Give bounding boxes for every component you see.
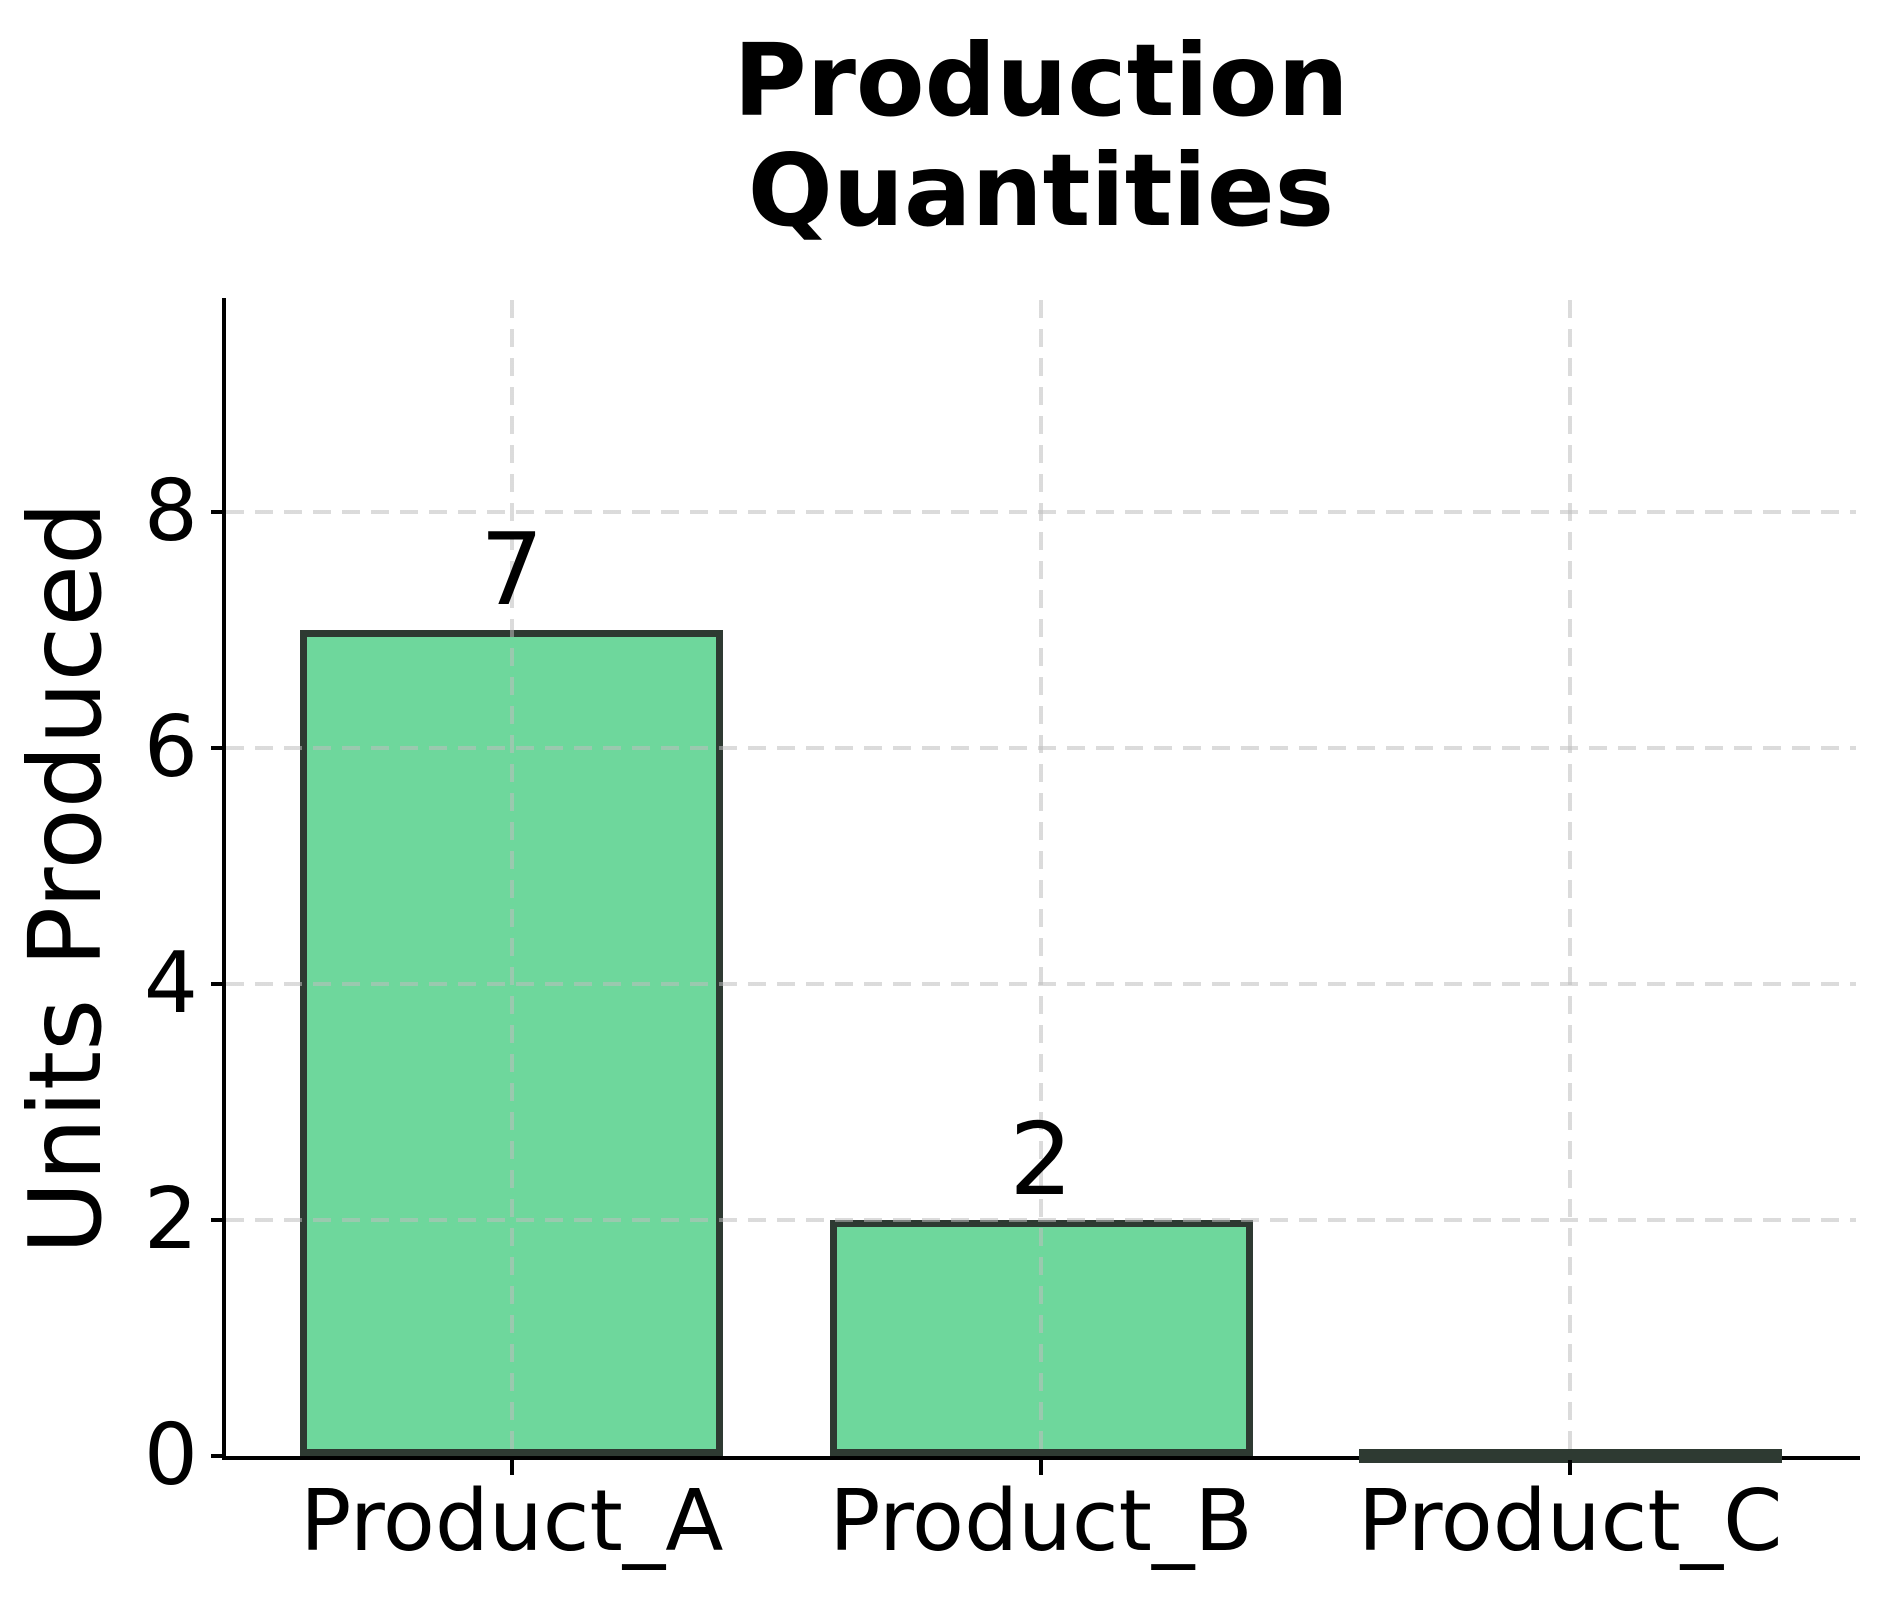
y-tick-label-4: 4 [143,934,198,1034]
y-tick-label-2: 2 [143,1170,198,1270]
x-tick-label-product_b: Product_B [829,1472,1253,1571]
bar-value-label-product_a: 7 [479,511,544,628]
bar-value-label-product_b: 2 [1009,1101,1073,1218]
v-gridline-product_a [509,300,514,1456]
v-gridline-product_c [1568,300,1573,1456]
x-tick-product_a [509,1460,514,1475]
x-axis-spine [222,1456,1860,1460]
y-tick-6 [211,746,226,751]
chart-title: Production Quantities [733,22,1349,249]
x-tick-label-product_c: Product_C [1357,1472,1783,1571]
y-tick-2 [211,1218,226,1223]
y-axis-spine [222,298,226,1460]
y-tick-label-6: 6 [143,698,198,798]
x-tick-label-product_a: Product_A [300,1472,724,1571]
x-tick-product_c [1568,1460,1573,1475]
y-tick-4 [211,982,226,987]
v-gridline-product_b [1039,300,1043,1456]
y-tick-label-8: 8 [143,462,198,562]
y-tick-8 [211,510,226,515]
y-tick-0 [211,1454,226,1458]
x-tick-product_b [1039,1460,1043,1475]
y-tick-label-0: 0 [143,1406,198,1505]
y-axis-label: Units Produced [7,501,124,1255]
